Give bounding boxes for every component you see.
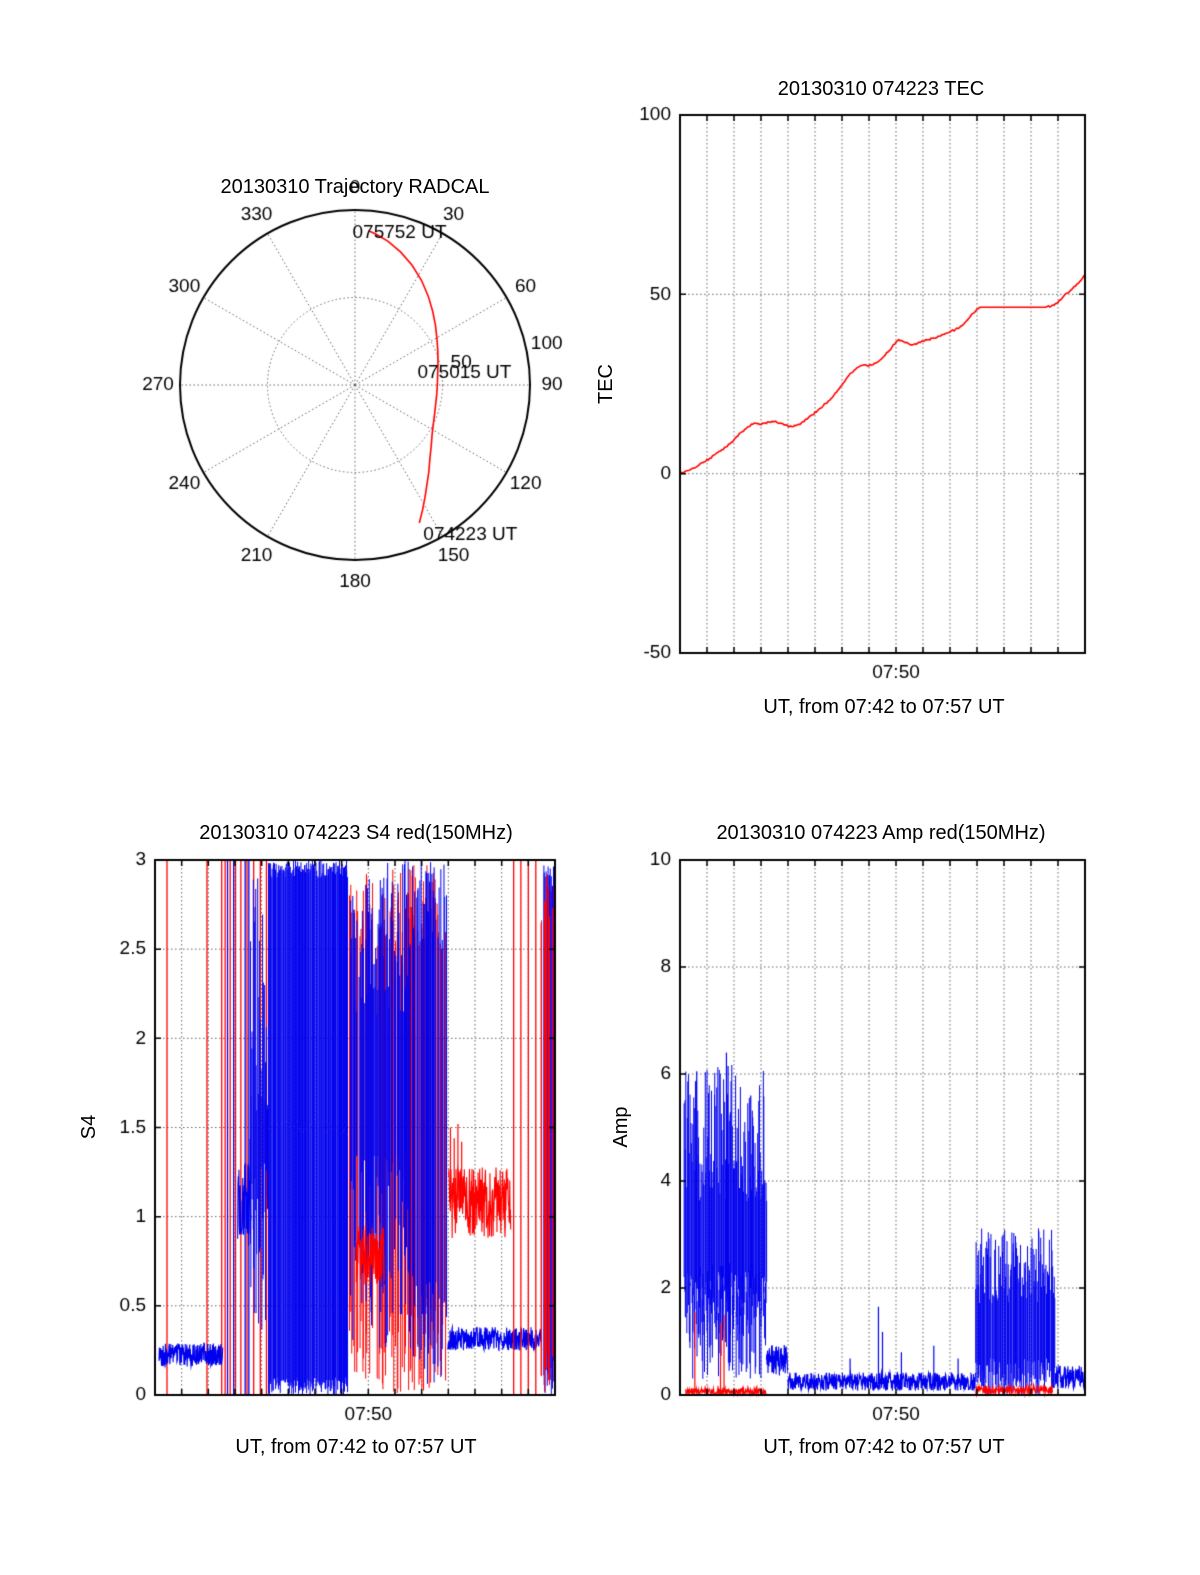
tec-plot-canvas xyxy=(570,75,1200,740)
trajectory-polar-canvas xyxy=(120,165,600,625)
s4-plot-canvas xyxy=(40,820,600,1480)
amp-plot-canvas xyxy=(570,820,1200,1480)
